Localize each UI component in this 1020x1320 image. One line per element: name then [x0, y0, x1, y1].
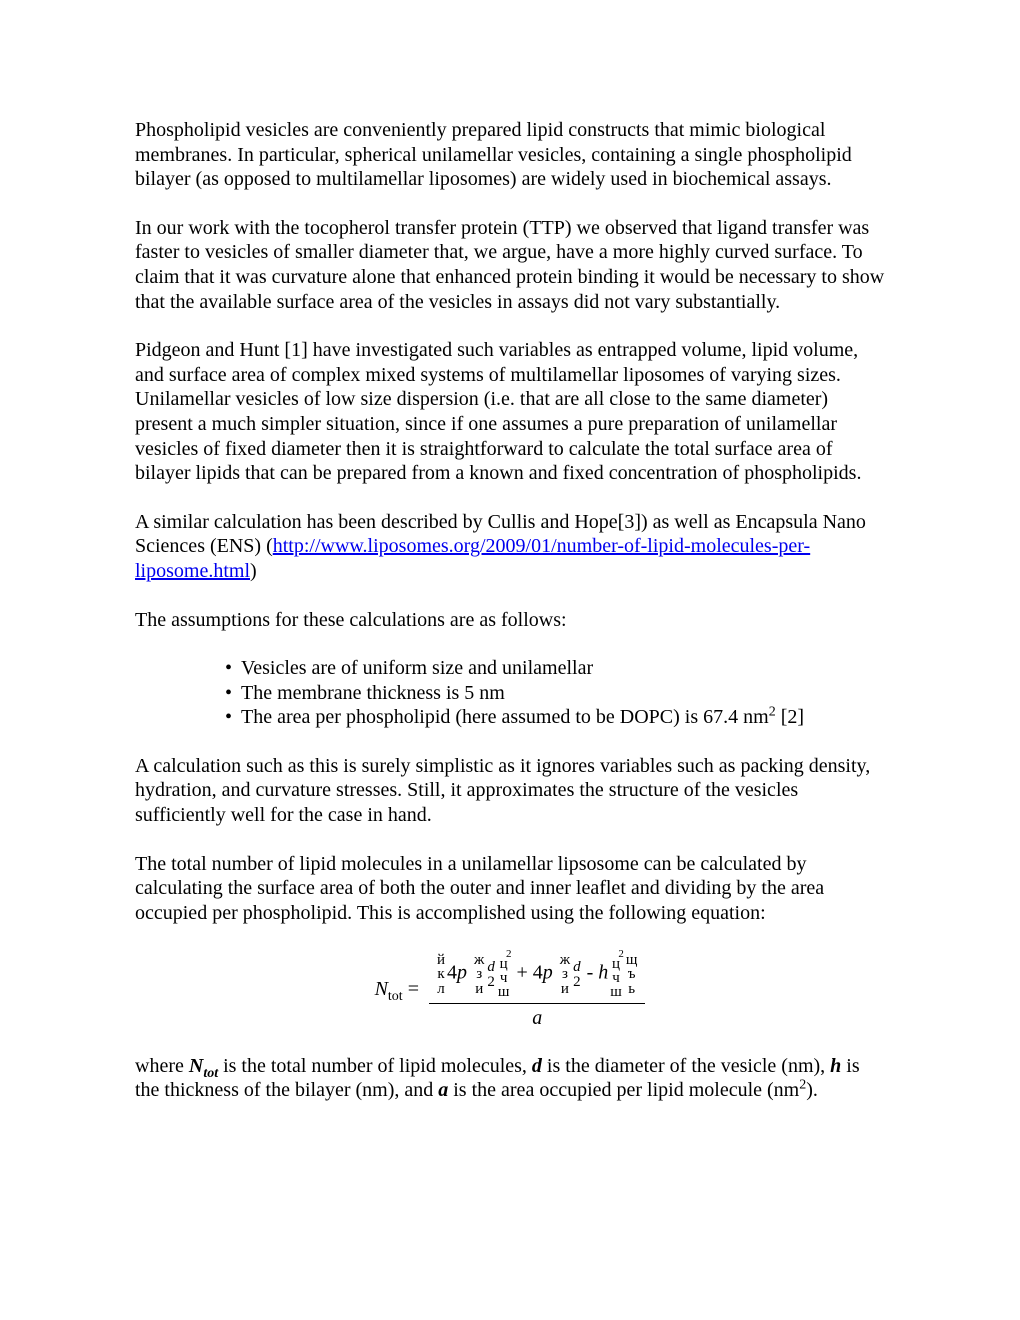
eq-numerator: й к л 4p ж з и d 2 2 ц ч	[429, 949, 645, 999]
equation: Ntot = й к л 4p ж з и d 2	[135, 949, 885, 1029]
p8-f: ).	[806, 1079, 818, 1101]
p8-e: is the area occupied per lipid molecule …	[448, 1079, 799, 1101]
paragraph-2: In our work with the tocopherol transfer…	[135, 216, 885, 314]
pi1: p	[457, 962, 467, 984]
document-body: Phospholipid vesicles are conveniently p…	[135, 118, 885, 1103]
b3-sup: 2	[769, 705, 776, 720]
paragraph-6: A calculation such as this is surely sim…	[135, 754, 885, 828]
a-var: a	[438, 1079, 448, 1101]
eq-denominator: a	[526, 1007, 548, 1030]
eq-fraction: й к л 4p ж з и d 2 2 ц ч	[429, 949, 645, 1029]
p8-c: is the diameter of the vesicle (nm),	[542, 1055, 830, 1077]
list-item: The area per phospholipid (here assumed …	[225, 705, 885, 730]
paragraph-4: A similar calculation has been described…	[135, 510, 885, 584]
paren-close1: 2 ц ч ш	[498, 949, 510, 999]
paragraph-1: Phospholipid vesicles are conveniently p…	[135, 118, 885, 192]
d-over-2-b: d 2	[573, 960, 581, 989]
b3-a: The area per phospholipid (here assumed …	[241, 706, 769, 728]
paragraph-3: Pidgeon and Hunt [1] have investigated s…	[135, 338, 885, 486]
minus: -	[582, 962, 599, 984]
p4-text-b: )	[250, 560, 257, 582]
paren-close2: 2 ц ч ш	[610, 949, 622, 999]
p8-a: where	[135, 1055, 189, 1077]
paragraph-5: The assumptions for these calculations a…	[135, 608, 885, 633]
d-var: d	[532, 1055, 542, 1077]
paren-open1: ж з и	[474, 953, 484, 996]
h-var-text: h	[830, 1055, 841, 1077]
right-bracket: щ ъ ь	[626, 953, 638, 996]
coef1: 4	[447, 962, 457, 984]
d-over-2-a: d 2	[487, 960, 495, 989]
list-item: Vesicles are of uniform size and unilame…	[225, 656, 885, 681]
eq-equals: =	[403, 978, 419, 1000]
h-var: h	[598, 962, 608, 984]
paragraph-8: where Ntot is the total number of lipid …	[135, 1054, 885, 1103]
assumptions-list: Vesicles are of uniform size and unilame…	[225, 656, 885, 730]
plus: +	[511, 962, 532, 984]
p8-b: is the total number of lipid molecules,	[218, 1055, 532, 1077]
paren-open2: ж з и	[560, 953, 570, 996]
b3-b: [2]	[776, 706, 804, 728]
left-bracket: й к л	[437, 953, 445, 996]
paragraph-7: The total number of lipid molecules in a…	[135, 852, 885, 926]
list-item: The membrane thickness is 5 nm	[225, 681, 885, 706]
eq-lhs-sub: tot	[388, 989, 403, 1004]
pi2: p	[543, 962, 553, 984]
ntot-var: N	[189, 1055, 203, 1077]
coef2: 4	[533, 962, 543, 984]
eq-lhs: N	[375, 978, 388, 1000]
